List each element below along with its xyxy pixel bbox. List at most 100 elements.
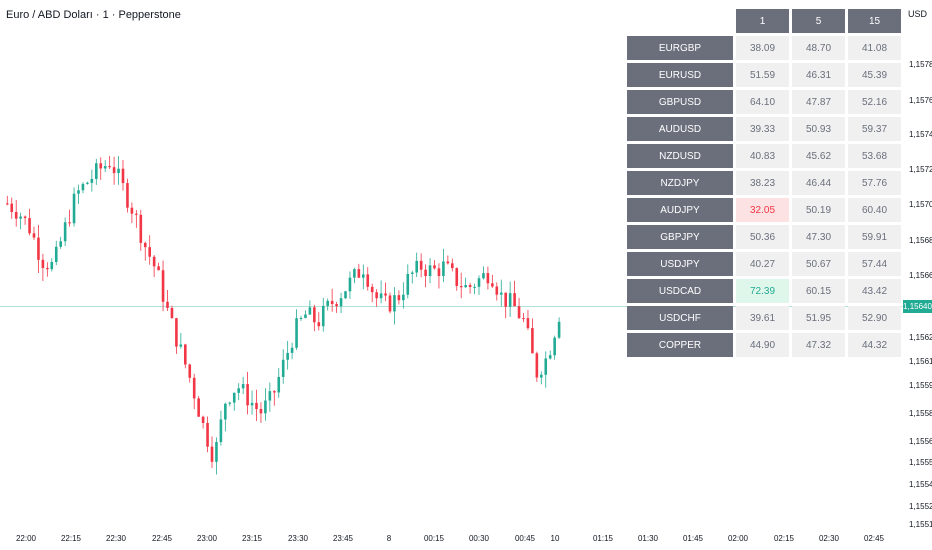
candle-body [90,178,94,183]
candle-body [161,270,165,302]
value-cell: 39.33 [736,117,789,141]
value-cell: 46.31 [792,63,845,87]
candle-body [451,263,454,269]
symbol-cell: EURGBP [627,36,733,60]
candle-body [459,285,463,288]
symbol-cell: COPPER [627,333,733,357]
candle-body [286,352,289,360]
value-cell: 51.59 [736,63,789,87]
time-tick-label: 22:15 [60,534,82,543]
candle-body [246,384,249,406]
candle-body [370,286,374,293]
table-row: USDJPY 40.27 50.67 57.44 [627,252,901,276]
candle-body [86,182,89,184]
table-row: COPPER 44.90 47.32 44.32 [627,333,901,357]
candle-body [455,268,459,286]
candle-body [63,222,67,242]
candle-body [170,307,174,319]
value-cell: 43.42 [848,279,901,303]
candle-body [540,374,543,378]
candle-body [348,277,352,292]
table-row: AUDUSD 39.33 50.93 59.37 [627,117,901,141]
candle-body [504,292,507,307]
candle-body [433,265,436,269]
candle-body [54,246,58,262]
candle-body [308,307,312,315]
table-row: GBPJPY 50.36 47.30 59.91 [627,225,901,249]
candle-body [264,400,267,414]
candle-body [299,318,303,320]
value-cell: 60.15 [792,279,845,303]
price-axis[interactable]: 1,15780 1,15760 1,15740 1,15720 1,15700 1,156… [902,0,932,550]
value-cell: 50.67 [792,252,845,276]
time-tick-label: 22:00 [15,534,37,543]
candle-body [103,166,107,169]
price-tick-label: 1,15565 [909,437,932,446]
candle-body [304,314,307,319]
candle-body [255,402,258,409]
value-cell: 40.83 [736,144,789,168]
candle-body [23,216,27,219]
time-tick-label: 01:15 [592,534,614,543]
value-cell: 52.90 [848,306,901,330]
candle-body [14,211,18,219]
candle-body [148,247,151,257]
table-header-row: 1 5 15 [627,9,901,33]
candle-body [410,272,414,274]
candle-body [179,344,183,347]
candle-body [175,318,178,347]
candle-body [344,291,347,299]
candle-body [81,183,85,191]
candle-body [535,353,539,378]
price-chart[interactable] [0,0,902,530]
candle-body [77,190,80,194]
price-tick-label: 1,15610 [909,357,932,366]
price-tick-label: 1,15625 [909,333,932,342]
candle-body [553,337,556,356]
candle-body [108,166,111,168]
candle-body [495,286,499,295]
candle-body [357,269,361,278]
candles-layer [6,155,561,475]
symbol-cell: EURUSD [627,63,733,87]
value-cell: 57.76 [848,171,901,195]
candle-body [10,203,14,212]
candle-body [152,256,156,267]
candle-body [415,260,418,273]
candle-body [19,216,22,219]
candle-body [531,328,534,354]
time-tick-label: 01:45 [682,534,704,543]
table-row: AUDJPY 32.05 50.19 60.40 [627,198,901,222]
candle-body [59,241,62,247]
value-cell: 60.40 [848,198,901,222]
value-cell: 44.32 [848,333,901,357]
candle-body [384,293,387,296]
candle-body [379,293,383,299]
candle-body [321,305,325,327]
candle-body [437,268,441,276]
candle-body [259,408,263,414]
candle-body [50,261,54,270]
candle-body [95,163,98,179]
time-tick-label: 02:45 [863,534,885,543]
candle-body [313,307,316,323]
candle-body [508,293,512,307]
candle-body [428,265,432,276]
candle-body [477,278,481,287]
candle-body [464,285,467,288]
price-tick-label: 1,15529 [909,502,932,511]
currency-label[interactable]: USD [908,9,928,19]
candle-body [468,285,472,288]
candle-body [197,398,200,417]
candle-body [317,322,321,327]
value-cell: 45.39 [848,63,901,87]
symbol-cell: GBPJPY [627,225,733,249]
table-row: USDCAD 72.39 60.15 43.42 [627,279,901,303]
symbol-cell: AUDJPY [627,198,733,222]
candle-body [143,242,147,248]
timeframe-15-header: 15 [848,9,901,33]
candle-body [406,273,410,295]
candle-body [28,218,31,234]
time-tick-label: 01:30 [637,534,659,543]
